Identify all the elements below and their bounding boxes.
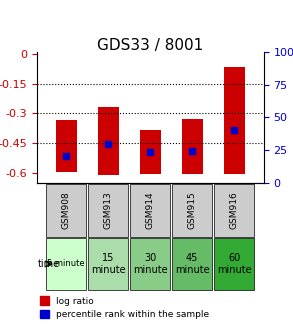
- FancyBboxPatch shape: [46, 238, 86, 290]
- FancyBboxPatch shape: [46, 184, 86, 237]
- Text: GSM914: GSM914: [146, 192, 155, 229]
- Text: 15
minute: 15 minute: [91, 253, 125, 275]
- Bar: [224, 67, 245, 174]
- Text: GSM913: GSM913: [104, 192, 113, 229]
- Bar: [56, 120, 76, 172]
- Text: 30
minute: 30 minute: [133, 253, 168, 275]
- Text: GDS33 / 8001: GDS33 / 8001: [97, 38, 203, 53]
- Text: 5 minute: 5 minute: [47, 259, 85, 268]
- FancyBboxPatch shape: [172, 184, 212, 237]
- Text: 60
minute: 60 minute: [217, 253, 252, 275]
- Bar: [98, 107, 119, 175]
- FancyBboxPatch shape: [88, 184, 128, 237]
- FancyBboxPatch shape: [214, 238, 254, 290]
- FancyBboxPatch shape: [88, 238, 128, 290]
- FancyBboxPatch shape: [172, 238, 212, 290]
- Text: GSM908: GSM908: [62, 192, 71, 229]
- Text: 45
minute: 45 minute: [175, 253, 209, 275]
- Text: GSM915: GSM915: [188, 192, 197, 229]
- FancyBboxPatch shape: [214, 184, 254, 237]
- Bar: [140, 130, 161, 174]
- Text: GSM916: GSM916: [230, 192, 239, 229]
- Legend: log ratio, percentile rank within the sample: log ratio, percentile rank within the sa…: [40, 297, 209, 319]
- FancyBboxPatch shape: [130, 184, 170, 237]
- Text: time: time: [38, 259, 59, 269]
- FancyBboxPatch shape: [130, 238, 170, 290]
- Bar: [182, 119, 203, 174]
